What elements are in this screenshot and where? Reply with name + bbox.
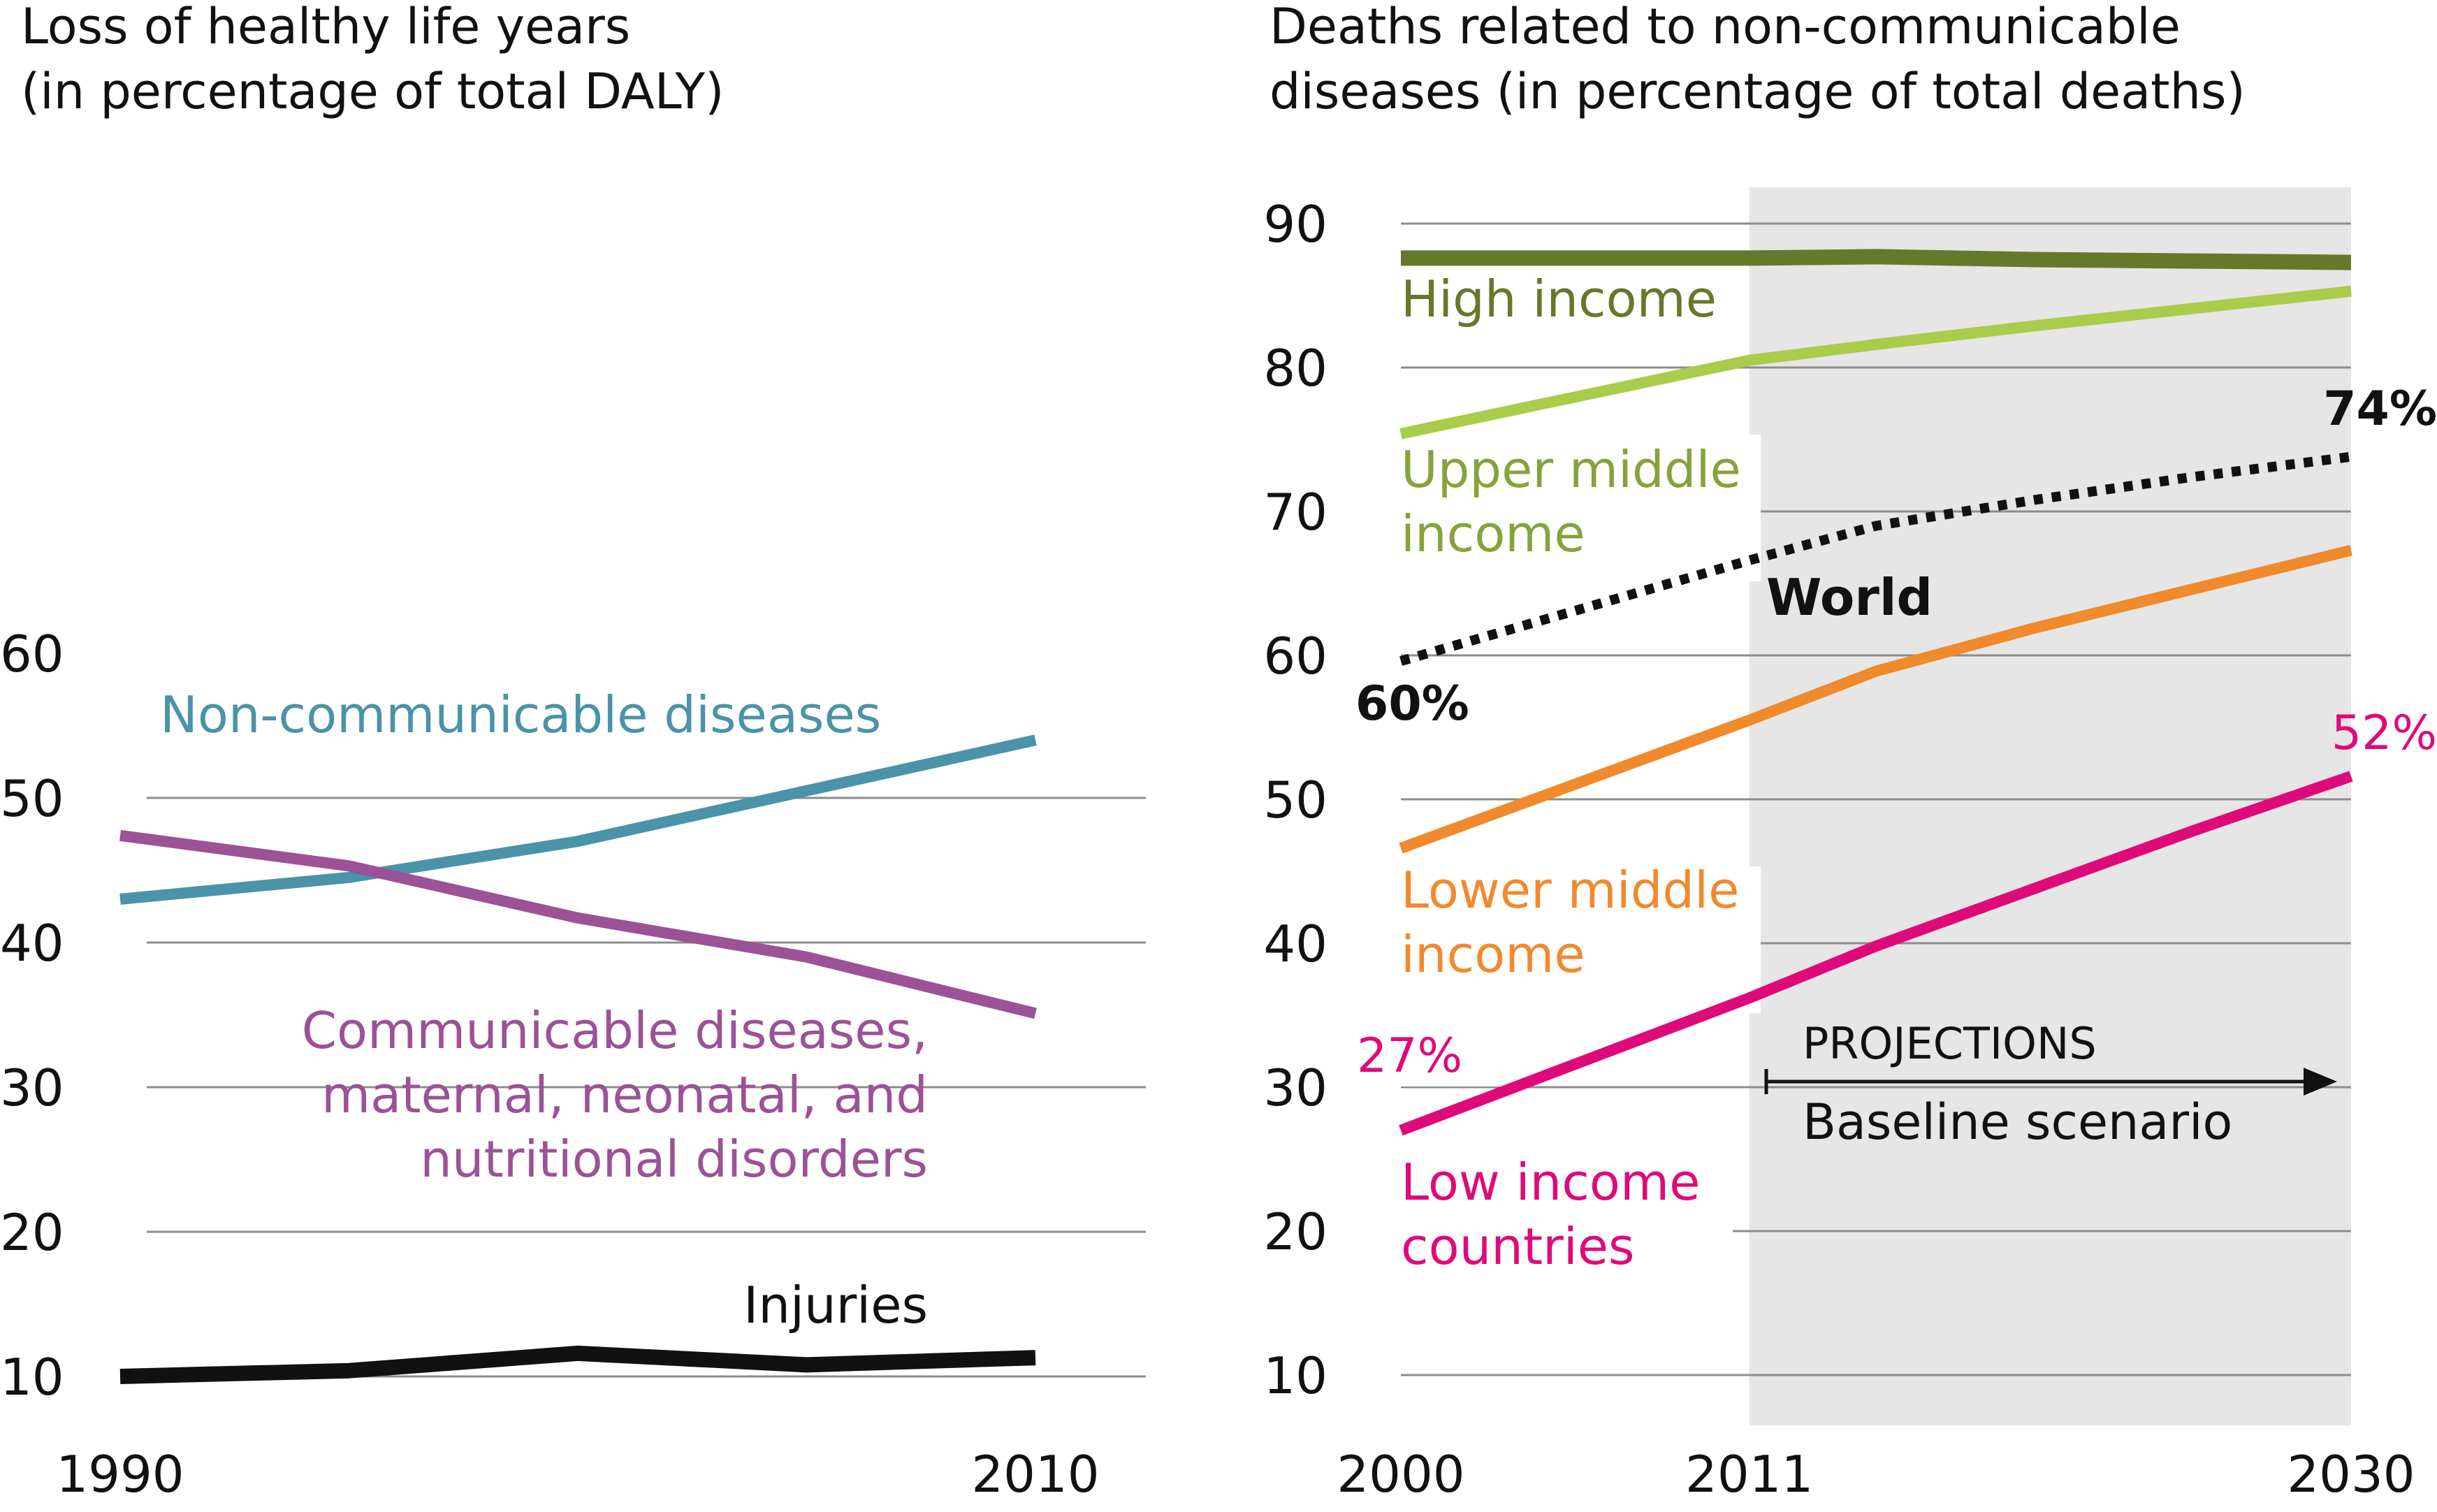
y-tick-label-60: 60 xyxy=(0,625,64,683)
daly-chart: Loss of healthy life years (in percentag… xyxy=(0,0,1146,1504)
y-tick-label-10: 10 xyxy=(1263,1346,1327,1405)
y-tick-label-20: 20 xyxy=(1263,1202,1327,1261)
series-label-upper-middle: Upper middle income xyxy=(1401,440,1741,563)
y-tick-label-70: 70 xyxy=(1263,483,1327,541)
daly-y-axis: 10 20 30 40 50 60 xyxy=(0,625,64,1406)
label-background-0 xyxy=(1397,1131,1733,1277)
series-line-communicable xyxy=(119,829,1037,1019)
x-tick-label-2030: 2030 xyxy=(2287,1445,2415,1504)
ncd-series xyxy=(1399,249,2353,1136)
y-tick-label-50: 50 xyxy=(1263,771,1327,829)
world-start-value-label: 60% xyxy=(1355,676,1469,732)
y-tick-label-80: 80 xyxy=(1263,339,1327,398)
ncd-gridlines xyxy=(1362,222,2351,1376)
x-tick-label-1990: 1990 xyxy=(56,1445,184,1504)
series-label-lower-middle: Lower middle income xyxy=(1401,861,1739,984)
series-label-high-income: High income xyxy=(1401,270,1717,328)
ncd-deaths-chart: Deaths related to non-communicable disea… xyxy=(1263,0,2437,1504)
low-income-end-value-label: 52% xyxy=(2331,706,2437,761)
projection-arrow-head xyxy=(2304,1068,2337,1096)
y-tick-label-90: 90 xyxy=(1263,195,1327,254)
series-line-lower_middle xyxy=(1399,544,2352,854)
x-tick-label-2010: 2010 xyxy=(971,1445,1099,1504)
low-income-start-value-label: 27% xyxy=(1357,1028,1462,1084)
series-line-low_income xyxy=(1399,771,2353,1136)
daly-series-labels: Non-communicable diseases Communicable di… xyxy=(160,685,928,1335)
series-line-world xyxy=(1399,451,2352,666)
y-tick-label-10: 10 xyxy=(0,1348,64,1406)
label-background-4 xyxy=(1362,662,1523,732)
series-label-injuries: Injuries xyxy=(743,1276,928,1335)
label-background-1 xyxy=(1397,866,1761,1013)
y-tick-label-50: 50 xyxy=(0,769,64,828)
daly-chart-title: Loss of healthy life years (in percentag… xyxy=(21,0,725,120)
series-line-high_income xyxy=(1401,249,2352,270)
daly-gridlines xyxy=(147,797,1146,1378)
series-line-upper_middle xyxy=(1399,285,2352,439)
x-tick-label-2011: 2011 xyxy=(1685,1445,1813,1504)
y-tick-label-20: 20 xyxy=(0,1203,64,1262)
ncd-series-labels: High income Upper middle income World Lower … xyxy=(1355,270,2437,1276)
label-background-3 xyxy=(1397,259,1747,335)
ncd-y-axis: 10 20 30 40 50 60 70 80 90 xyxy=(1263,195,1327,1405)
baseline-scenario-label: Baseline scenario xyxy=(1803,1093,2232,1151)
series-label-communicable: Communicable diseases, maternal, neonatal… xyxy=(302,1001,928,1188)
y-tick-label-30: 30 xyxy=(1263,1059,1327,1117)
world-end-value-label: 74% xyxy=(2323,381,2437,437)
label-background-5 xyxy=(1369,1017,1509,1086)
projection-annotation: PROJECTIONS Baseline scenario xyxy=(1764,1018,2337,1151)
daly-x-axis: 1990 2010 xyxy=(56,1445,1099,1504)
projections-label: PROJECTIONS xyxy=(1803,1018,2097,1069)
y-tick-label-40: 40 xyxy=(1263,915,1327,973)
daly-series xyxy=(119,734,1037,1384)
series-label-ncd: Non-communicable diseases xyxy=(160,685,881,744)
series-line-ncd xyxy=(119,734,1037,905)
series-label-world: World xyxy=(1766,568,1933,627)
x-tick-label-2000: 2000 xyxy=(1337,1445,1464,1504)
series-label-low-income: Low income countries xyxy=(1401,1153,1700,1276)
label-background-2 xyxy=(1397,435,1761,581)
y-tick-label-60: 60 xyxy=(1263,627,1327,685)
ncd-deaths-chart-title: Deaths related to non-communicable disea… xyxy=(1270,0,2246,120)
y-tick-label-30: 30 xyxy=(0,1059,64,1117)
y-tick-label-40: 40 xyxy=(0,914,64,973)
ncd-x-axis: 2000 2011 2030 xyxy=(1337,1445,2415,1504)
series-line-injuries xyxy=(119,1345,1036,1384)
